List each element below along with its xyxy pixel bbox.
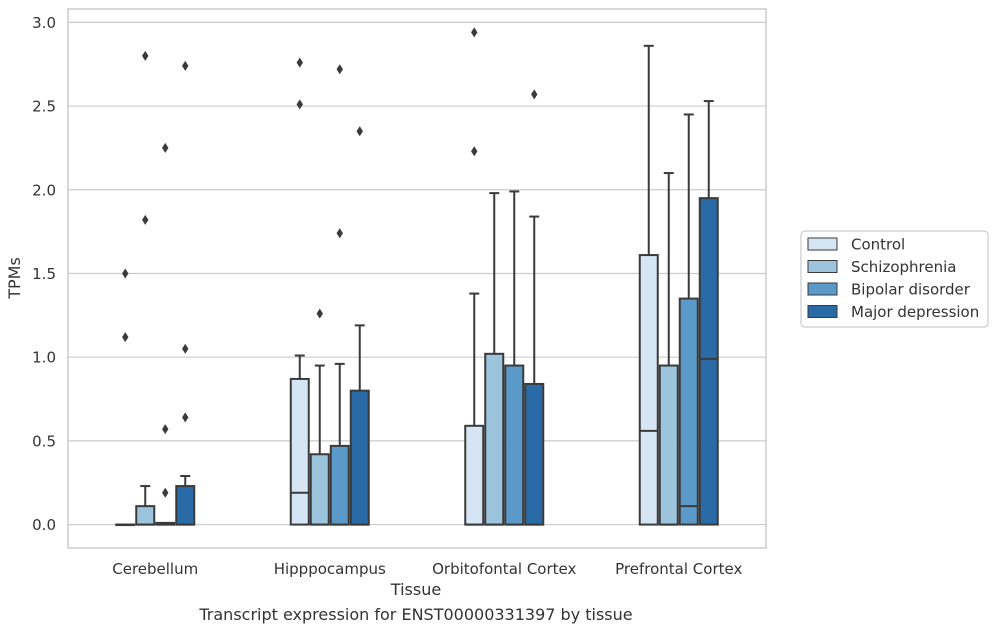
y-tick-label: 2.5: [32, 98, 56, 116]
outlier-point: [296, 57, 303, 68]
legend-label: Bipolar disorder: [851, 281, 971, 299]
gridlines: [68, 21, 766, 526]
legend-item: Major depression: [807, 303, 979, 321]
outlier-point: [142, 214, 149, 225]
box-schizophrenia: [658, 172, 679, 526]
box-major-depression: [175, 60, 196, 526]
legend: Control Schizophrenia Bipolar disorder Majo…: [800, 230, 989, 328]
outlier-point: [162, 142, 169, 153]
outlier-point: [162, 487, 169, 498]
box-major-depression: [698, 100, 719, 526]
legend-label: Control: [851, 236, 905, 254]
figure-caption: Transcript expression for ENST0000033139…: [199, 605, 633, 624]
legend-swatch: [807, 282, 838, 296]
legend-item: Bipolar disorder: [807, 281, 971, 299]
outlier-point: [162, 424, 169, 435]
box-control: [638, 44, 659, 526]
x-tick-label: Orbitofontal Cortex: [432, 560, 576, 578]
box: [524, 382, 545, 526]
box-major-depression: [349, 126, 370, 526]
y-tick-label: 1.0: [32, 349, 56, 367]
y-tick-label: 0.5: [32, 432, 56, 450]
box-bipolar-disorder: [678, 113, 699, 526]
outlier-point: [122, 332, 129, 343]
box: [698, 197, 719, 526]
box: [329, 444, 350, 526]
x-tick-labels: Cerebellum Hipppocampus Orbitofontal Corte…: [112, 560, 742, 578]
box-bipolar-disorder: [504, 190, 525, 526]
outlier-point: [182, 60, 189, 71]
box-series: [115, 27, 719, 527]
box-schizophrenia: [309, 308, 330, 526]
outlier-point: [182, 412, 189, 423]
legend-item: Schizophrenia: [807, 258, 956, 276]
box-bipolar-disorder: [329, 64, 350, 526]
y-tick-label: 3.0: [32, 14, 56, 32]
box: [484, 352, 505, 526]
box: [175, 485, 196, 526]
legend-box: [800, 230, 989, 328]
y-tick-label: 0.0: [32, 516, 56, 534]
box-control: [464, 27, 485, 526]
y-tick-labels: 0.0 0.5 1.0 1.5 2.0 2.5 3.0: [32, 14, 56, 534]
outlier-point: [356, 126, 363, 137]
outlier-point: [471, 146, 478, 157]
box: [464, 424, 485, 526]
outlier-point: [531, 89, 538, 100]
outlier-point: [142, 50, 149, 61]
legend-item: Control: [807, 236, 905, 254]
legend-label: Schizophrenia: [851, 258, 956, 276]
box: [349, 389, 370, 526]
y-tick-label: 1.5: [32, 265, 56, 283]
x-axis-label: Tissue: [390, 580, 441, 599]
box: [309, 453, 330, 526]
outlier-point: [182, 343, 189, 354]
box-control: [289, 57, 310, 526]
box: [289, 377, 310, 526]
x-tick-label: Hipppocampus: [274, 560, 386, 578]
outlier-point: [471, 27, 478, 38]
box-bipolar-disorder: [155, 142, 176, 526]
box: [658, 364, 679, 526]
legend-label: Major depression: [851, 303, 979, 321]
box-schizophrenia: [484, 192, 505, 526]
box-control: [115, 268, 136, 527]
box: [504, 364, 525, 526]
outlier-point: [122, 268, 129, 279]
plot-frame: [67, 8, 767, 549]
outlier-point: [316, 308, 323, 319]
outlier-point: [336, 64, 343, 75]
box: [678, 297, 699, 526]
legend-swatch: [807, 260, 838, 273]
box: [638, 254, 659, 526]
box: [135, 505, 156, 526]
y-tick-label: 2.0: [32, 181, 56, 199]
legend-swatch: [807, 305, 838, 318]
x-tick-label: Prefrontal Cortex: [615, 560, 742, 578]
legend-swatch: [807, 237, 838, 251]
box-major-depression: [524, 89, 545, 526]
y-axis-label: TPMs: [5, 257, 24, 300]
box-schizophrenia: [135, 50, 156, 526]
outlier-point: [296, 99, 303, 110]
x-tick-label: Cerebellum: [112, 560, 198, 578]
outlier-point: [336, 228, 343, 239]
